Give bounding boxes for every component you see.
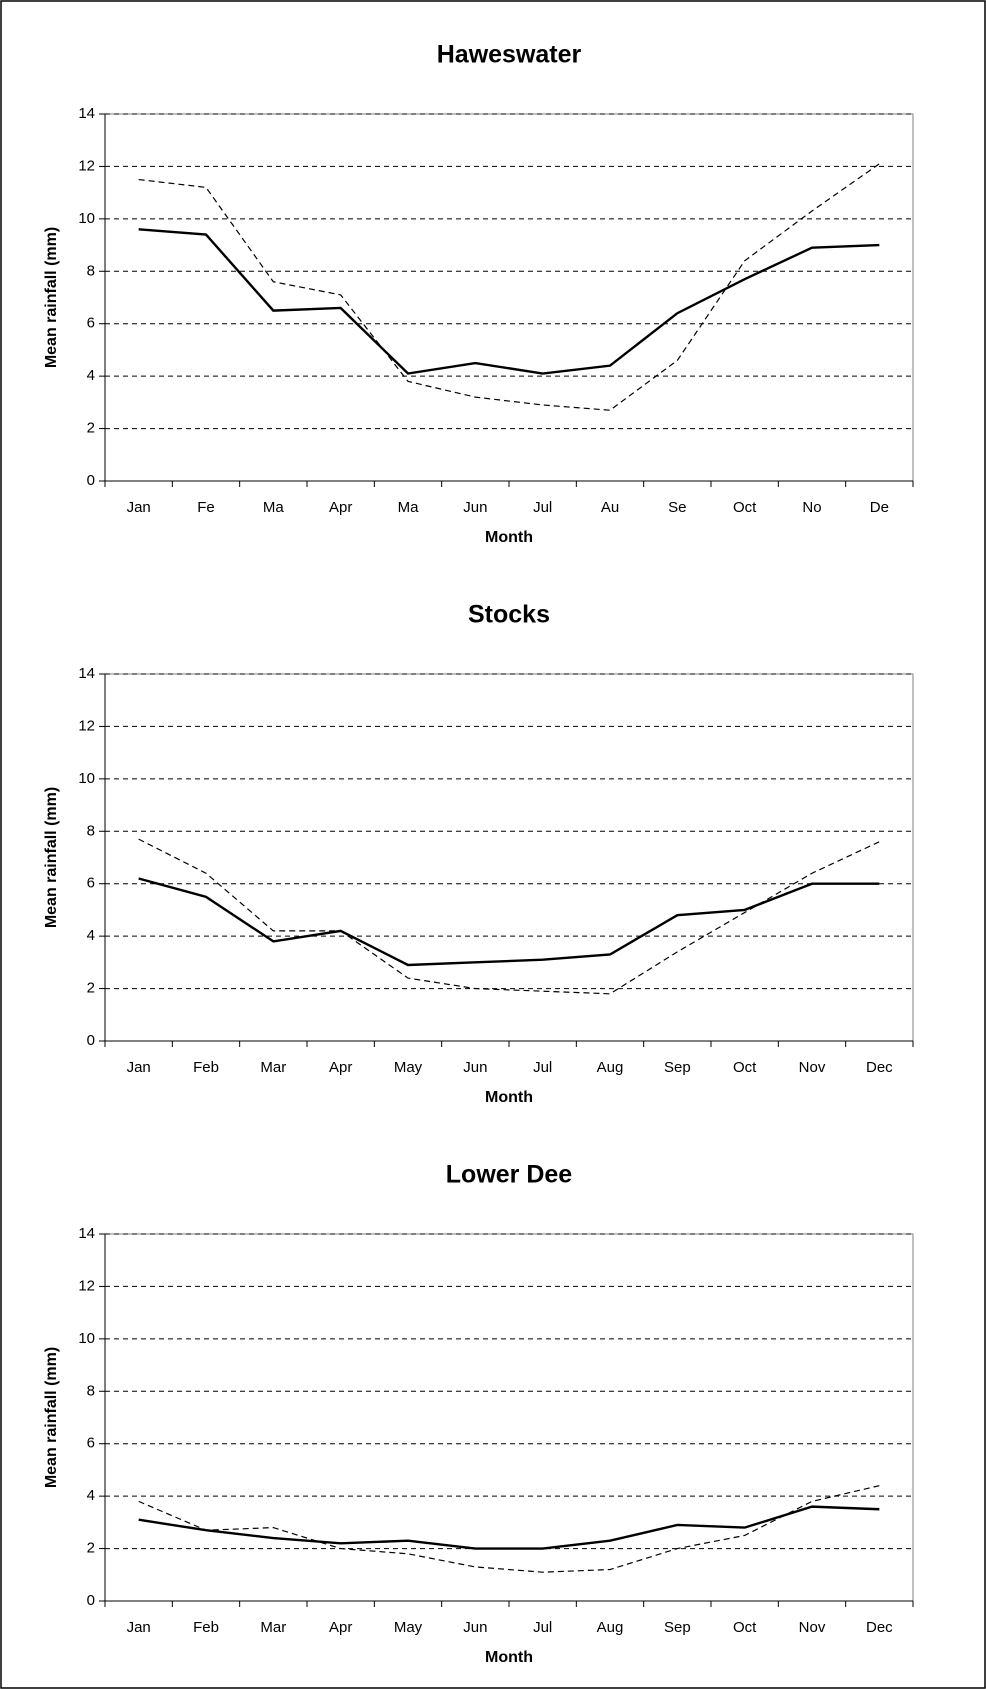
x-tick-label: No — [802, 499, 821, 516]
y-tick-label: 2 — [87, 1540, 95, 1557]
x-tick-label: Jul — [533, 499, 552, 516]
y-tick-label: 12 — [78, 1277, 95, 1294]
series-line — [138, 1485, 880, 1573]
series-line — [138, 1505, 880, 1550]
y-tick-label: 2 — [87, 420, 95, 437]
x-tick-label: Au — [601, 499, 619, 516]
x-tick-label: Jun — [463, 1619, 487, 1636]
x-axis-title: Month — [485, 529, 533, 546]
x-axis-title: Month — [485, 1649, 533, 1666]
y-axis-title: Mean rainfall (mm) — [43, 787, 60, 928]
x-tick-label: Sep — [664, 1619, 691, 1636]
x-tick-label: Oct — [733, 499, 757, 516]
x-tick-label: Apr — [329, 1059, 352, 1076]
x-tick-label: Ma — [263, 499, 284, 516]
y-axis-title: Mean rainfall (mm) — [43, 227, 60, 368]
y-tick-label: 8 — [87, 262, 95, 279]
chart-title: Lower Dee — [446, 1161, 573, 1189]
x-tick-label: Fe — [197, 499, 215, 516]
series-line — [138, 877, 880, 967]
y-tick-label: 10 — [78, 770, 95, 787]
series-line — [138, 228, 880, 375]
x-tick-label: Aug — [597, 1059, 624, 1076]
x-tick-label: Jan — [127, 1059, 151, 1076]
x-tick-label: Jan — [127, 499, 151, 516]
x-tick-label: Jul — [533, 1619, 552, 1636]
y-tick-label: 0 — [87, 472, 95, 489]
x-tick-label: May — [394, 1619, 423, 1636]
y-tick-label: 14 — [78, 1225, 95, 1242]
y-tick-label: 12 — [78, 717, 95, 734]
y-tick-label: 4 — [87, 927, 95, 944]
series-line — [138, 163, 880, 411]
y-tick-label: 2 — [87, 980, 95, 997]
x-tick-label: Jul — [533, 1059, 552, 1076]
y-tick-label: 6 — [87, 1435, 95, 1452]
x-tick-label: Feb — [193, 1059, 219, 1076]
y-tick-label: 4 — [87, 1487, 95, 1504]
x-tick-label: Jun — [463, 1059, 487, 1076]
x-tick-label: Se — [668, 499, 686, 516]
x-tick-label: Ma — [398, 499, 419, 516]
y-tick-label: 6 — [87, 875, 95, 892]
x-tick-label: Nov — [799, 1619, 826, 1636]
x-tick-label: Apr — [329, 1619, 352, 1636]
y-axis-title: Mean rainfall (mm) — [43, 1347, 60, 1488]
y-tick-label: 10 — [78, 210, 95, 227]
x-tick-label: Mar — [260, 1059, 286, 1076]
x-tick-label: Dec — [866, 1059, 893, 1076]
y-tick-label: 8 — [87, 1382, 95, 1399]
y-tick-label: 12 — [78, 157, 95, 174]
y-tick-label: 0 — [87, 1592, 95, 1609]
x-tick-label: Oct — [733, 1059, 757, 1076]
x-tick-label: Feb — [193, 1619, 219, 1636]
y-tick-label: 6 — [87, 315, 95, 332]
x-tick-label: Sep — [664, 1059, 691, 1076]
x-tick-label: Jun — [463, 499, 487, 516]
chart-title: Stocks — [468, 601, 550, 629]
x-tick-label: De — [870, 499, 889, 516]
y-tick-label: 8 — [87, 822, 95, 839]
x-tick-label: Mar — [260, 1619, 286, 1636]
chart-title: Haweswater — [437, 41, 582, 69]
y-tick-label: 0 — [87, 1032, 95, 1049]
y-tick-label: 4 — [87, 367, 95, 384]
y-tick-label: 10 — [78, 1330, 95, 1347]
x-tick-label: Oct — [733, 1619, 757, 1636]
y-tick-label: 14 — [78, 105, 95, 122]
x-tick-label: May — [394, 1059, 423, 1076]
series-line — [138, 838, 880, 995]
x-tick-label: Nov — [799, 1059, 826, 1076]
x-tick-label: Aug — [597, 1619, 624, 1636]
x-tick-label: Jan — [127, 1619, 151, 1636]
x-tick-label: Dec — [866, 1619, 893, 1636]
x-tick-label: Apr — [329, 499, 352, 516]
x-axis-title: Month — [485, 1089, 533, 1106]
y-tick-label: 14 — [78, 665, 95, 682]
